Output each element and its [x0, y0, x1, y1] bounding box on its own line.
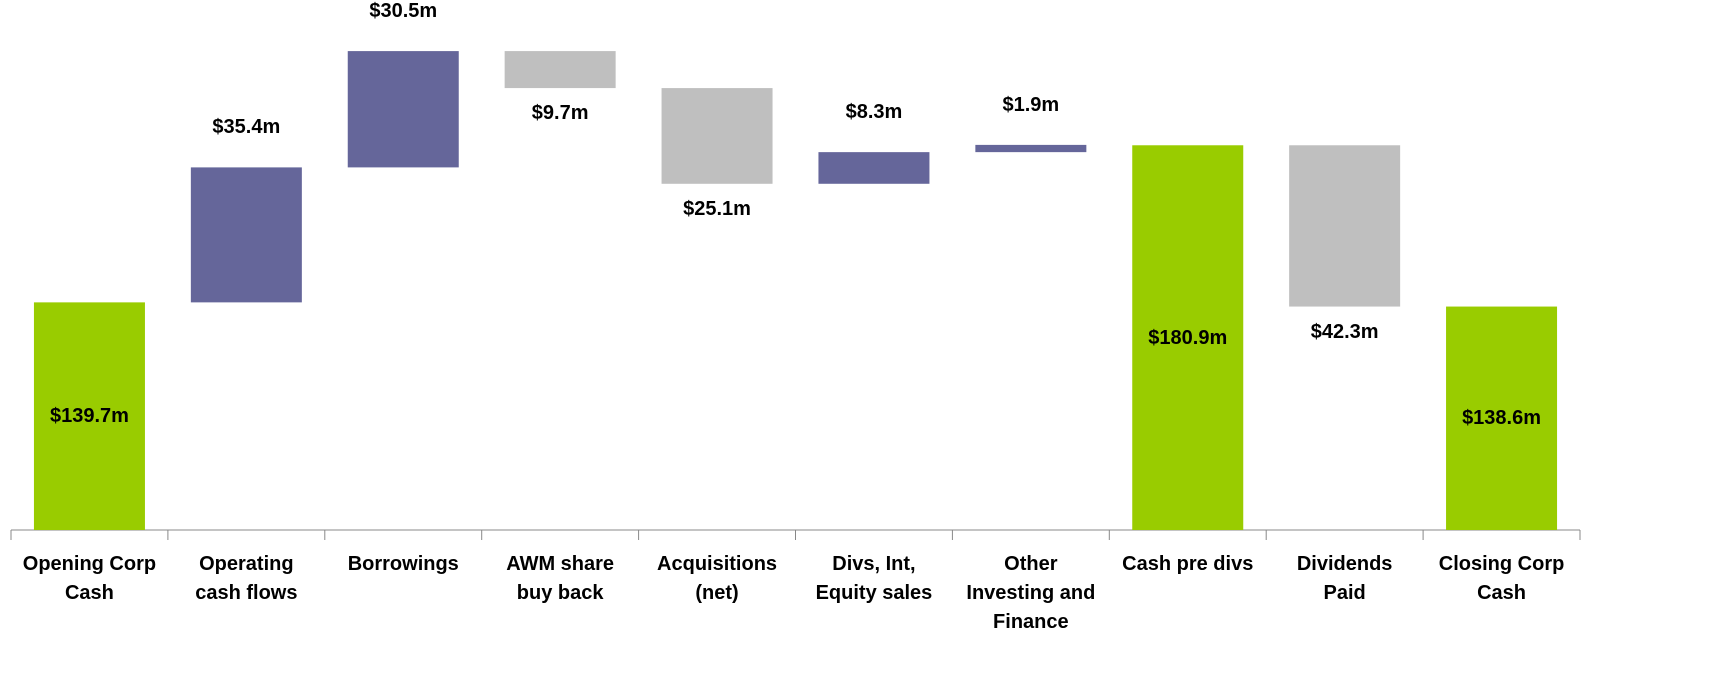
bar — [1289, 145, 1401, 307]
bar — [504, 51, 616, 89]
value-label: $25.1m — [683, 197, 751, 220]
bar — [347, 51, 459, 168]
bar — [1446, 306, 1558, 530]
value-label: $9.7m — [531, 102, 589, 125]
x-tick-label: Acquisitions (net) — [657, 553, 778, 604]
x-tick-label: Operating cash flows — [195, 553, 298, 604]
value-label: $30.5m — [369, 0, 438, 23]
value-label: $8.3m — [845, 101, 903, 124]
x-tick-label: AWM share buy back — [506, 553, 615, 604]
value-label: $1.9m — [1002, 93, 1060, 116]
x-tick-label: Cash pre divs — [1122, 553, 1254, 575]
x-tick-label: Other Investing and Finance — [966, 553, 1096, 633]
x-tick-label: Divs, Int, Equity sales — [815, 553, 933, 604]
value-label: $138.6m — [1462, 407, 1542, 430]
value-label: $180.9m — [1148, 326, 1228, 349]
x-tick-label: Dividends Paid — [1296, 553, 1393, 604]
bar — [33, 302, 145, 530]
value-label: $42.3m — [1310, 320, 1379, 343]
bar — [975, 144, 1087, 153]
bar — [818, 152, 930, 184]
bar — [1132, 145, 1244, 530]
bar — [661, 88, 773, 184]
bar — [190, 167, 302, 303]
x-tick-label: Borrowings — [347, 553, 459, 575]
value-label: $139.7m — [49, 405, 129, 428]
x-tick-label: Opening Corp Cash — [22, 553, 157, 604]
x-tick-label: Closing Corp Cash — [1438, 553, 1565, 604]
value-label: $35.4m — [212, 116, 281, 139]
